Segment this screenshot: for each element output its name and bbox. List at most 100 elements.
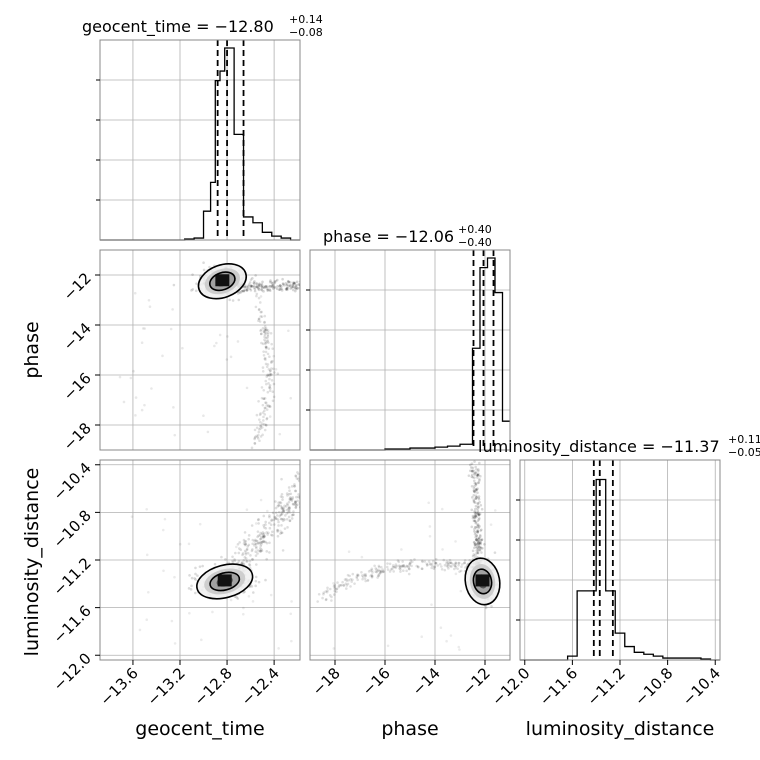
scatter-point — [477, 472, 480, 476]
scatter-point — [473, 473, 476, 476]
scatter-point — [307, 483, 310, 486]
scatter-point — [474, 535, 477, 539]
scatter-point — [398, 564, 401, 567]
scatter-point — [257, 284, 261, 288]
scatter-point — [253, 289, 257, 293]
scatter-point — [476, 505, 480, 508]
scatter-point — [476, 473, 480, 477]
scatter-point — [240, 289, 244, 293]
scatter-point — [290, 499, 294, 502]
scatter-point — [305, 500, 308, 503]
hist-geocent_time-frame — [99, 39, 301, 241]
scatter-point — [229, 598, 233, 602]
scatter-point — [274, 279, 278, 283]
scatter-point — [287, 515, 291, 519]
scatter-point — [278, 285, 281, 288]
scatter-point — [260, 386, 264, 389]
scatter-point — [277, 501, 280, 505]
hist-step-geocent_time — [100, 47, 300, 241]
scatter-point — [269, 285, 272, 288]
scatter-point — [477, 518, 481, 521]
scatter-point — [294, 284, 298, 288]
scatter-point — [303, 282, 306, 285]
scatter-point — [332, 584, 336, 588]
scatter-point — [243, 285, 246, 289]
scatter-point — [262, 330, 266, 333]
scatter-point — [311, 478, 314, 481]
contour-inner — [472, 568, 493, 595]
scatter-point — [260, 426, 264, 429]
scatter-point — [250, 284, 254, 288]
scatter-point — [287, 492, 291, 496]
scatter-point — [279, 501, 283, 505]
scatter-point — [243, 285, 246, 289]
scatter-point — [228, 298, 231, 302]
scatter-point — [356, 574, 360, 578]
scatter-point — [304, 497, 307, 500]
scatter-point — [281, 282, 285, 286]
scatter-point — [474, 497, 477, 500]
title-geocent-time: geocent_time = −12.80 — [82, 17, 274, 37]
scatter-point — [316, 473, 319, 476]
scatter-point — [319, 292, 322, 295]
scatter-point — [314, 286, 317, 289]
scatter-point — [315, 280, 318, 283]
scatter-point — [118, 375, 122, 379]
scatter-point — [275, 517, 278, 520]
scatter-point — [470, 475, 474, 479]
scatter-point — [479, 545, 482, 549]
scatter-point — [475, 474, 479, 478]
scatter-point — [231, 559, 234, 563]
scatter-point — [474, 482, 478, 486]
scatter-point — [263, 535, 267, 538]
scatter-point — [252, 284, 256, 288]
scatter-point — [250, 284, 253, 288]
scatter-point — [271, 534, 274, 537]
scatter-point — [474, 471, 478, 474]
scatter-point — [326, 454, 329, 457]
scatter-point — [286, 494, 289, 497]
scatter-point — [277, 288, 281, 292]
scatter-point — [245, 288, 249, 292]
scatter-point — [272, 382, 276, 386]
ytick-label-luminosity_distance-0: −12.0 — [50, 649, 95, 694]
scatter-point — [260, 542, 263, 546]
scatter-point — [476, 491, 479, 495]
scatter-point — [325, 598, 328, 601]
scatter-point — [294, 502, 298, 506]
scatter-point — [402, 564, 405, 567]
scatter-point — [187, 542, 191, 546]
scatter-point — [297, 477, 300, 481]
scatter-point — [327, 473, 330, 476]
scatter-point — [454, 566, 458, 569]
scatter-point — [268, 405, 272, 409]
scatter-point — [254, 542, 258, 546]
scatter-point — [194, 289, 198, 293]
scatter-point — [332, 581, 335, 585]
scatter-point — [436, 564, 440, 567]
scatter-point — [264, 401, 267, 404]
scatter-point — [231, 561, 235, 564]
scatter-point — [259, 550, 263, 553]
scatter-point — [242, 289, 246, 293]
scatter-point — [257, 534, 260, 537]
scatter-point — [257, 296, 261, 300]
scatter-point — [478, 548, 481, 552]
scatter-point — [229, 355, 233, 359]
scatter-point — [454, 562, 457, 566]
scatter-point — [302, 506, 305, 509]
scatter-point — [278, 288, 282, 292]
scatter-point — [389, 568, 393, 571]
scatter-point — [302, 287, 305, 290]
scatter-point — [282, 510, 286, 514]
scatter-point — [294, 506, 298, 509]
scatter-point — [401, 560, 404, 563]
scatter-point — [287, 486, 291, 489]
scatter-point — [189, 588, 193, 591]
scatter-point — [319, 472, 322, 475]
scatter-point — [474, 538, 478, 542]
scatter-point — [269, 331, 273, 335]
scatter-point — [240, 290, 244, 293]
scatter-point — [434, 561, 438, 565]
scatter-point — [349, 578, 353, 581]
